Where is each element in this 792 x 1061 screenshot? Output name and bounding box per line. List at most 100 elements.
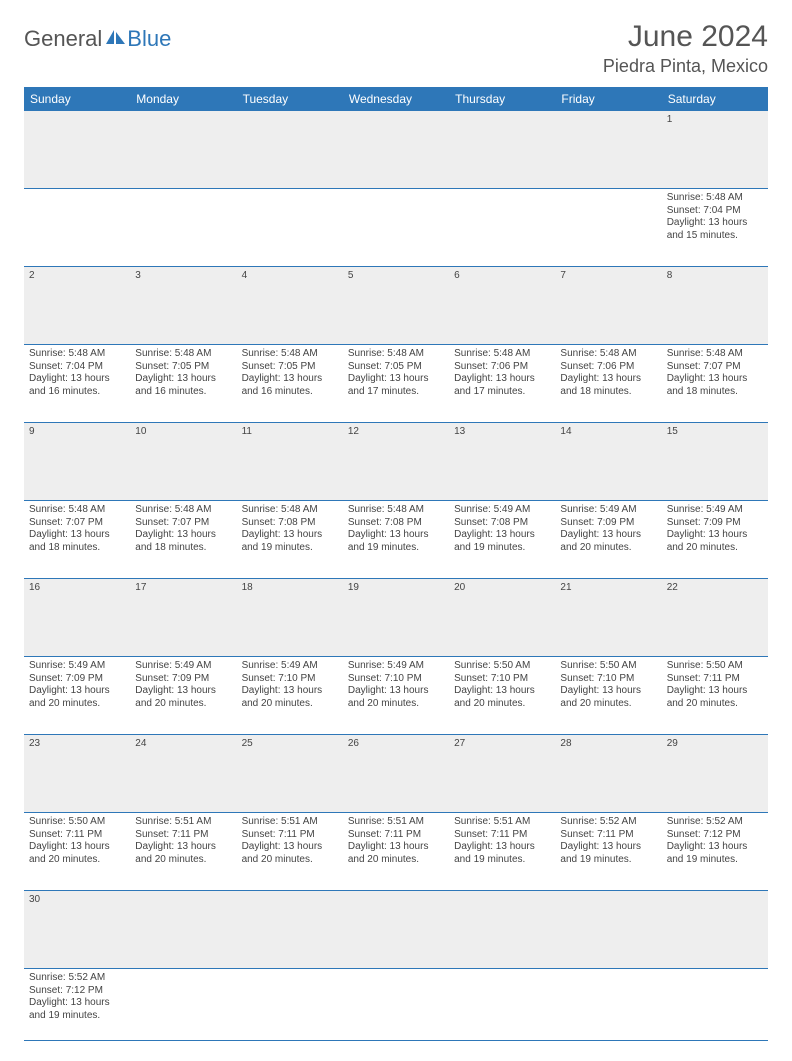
daylight-text-2: and 20 minutes. xyxy=(242,698,338,711)
day-cell: Sunrise: 5:52 AMSunset: 7:12 PMDaylight:… xyxy=(24,969,130,1041)
day-number-cell: 23 xyxy=(24,735,130,813)
brand-text-2: Blue xyxy=(127,26,171,52)
col-thursday: Thursday xyxy=(449,87,555,111)
daylight-text-2: and 19 minutes. xyxy=(454,854,550,867)
day-number-cell: 6 xyxy=(449,267,555,345)
daylight-text-1: Daylight: 13 hours xyxy=(242,373,338,386)
daylight-text-1: Daylight: 13 hours xyxy=(667,217,763,230)
day-cell: Sunrise: 5:50 AMSunset: 7:10 PMDaylight:… xyxy=(449,657,555,735)
day-cell xyxy=(237,189,343,267)
day-number-cell: 12 xyxy=(343,423,449,501)
brand-text-1: General xyxy=(24,26,102,52)
sunrise-text: Sunrise: 5:48 AM xyxy=(29,348,125,361)
sunrise-text: Sunrise: 5:51 AM xyxy=(242,816,338,829)
day-number-cell: 21 xyxy=(555,579,661,657)
day-cell xyxy=(449,189,555,267)
daylight-text-1: Daylight: 13 hours xyxy=(667,529,763,542)
sunrise-text: Sunrise: 5:48 AM xyxy=(29,504,125,517)
month-title: June 2024 xyxy=(603,20,768,54)
weekday-header-row: Sunday Monday Tuesday Wednesday Thursday… xyxy=(24,87,768,111)
col-monday: Monday xyxy=(130,87,236,111)
day-cell xyxy=(130,189,236,267)
daylight-text-1: Daylight: 13 hours xyxy=(29,529,125,542)
sunset-text: Sunset: 7:09 PM xyxy=(667,517,763,530)
day-number-cell xyxy=(130,891,236,969)
sunset-text: Sunset: 7:11 PM xyxy=(242,829,338,842)
day-number-cell: 24 xyxy=(130,735,236,813)
sunrise-text: Sunrise: 5:50 AM xyxy=(667,660,763,673)
daylight-text-2: and 20 minutes. xyxy=(667,698,763,711)
daylight-text-1: Daylight: 13 hours xyxy=(560,529,656,542)
daylight-text-1: Daylight: 13 hours xyxy=(29,685,125,698)
week-row: Sunrise: 5:50 AMSunset: 7:11 PMDaylight:… xyxy=(24,813,768,891)
day-number-cell: 26 xyxy=(343,735,449,813)
day-number-cell: 29 xyxy=(662,735,768,813)
day-number-cell: 11 xyxy=(237,423,343,501)
daylight-text-1: Daylight: 13 hours xyxy=(454,685,550,698)
sunset-text: Sunset: 7:11 PM xyxy=(454,829,550,842)
col-saturday: Saturday xyxy=(662,87,768,111)
day-cell: Sunrise: 5:48 AMSunset: 7:07 PMDaylight:… xyxy=(24,501,130,579)
sunset-text: Sunset: 7:05 PM xyxy=(135,361,231,374)
day-number-cell: 27 xyxy=(449,735,555,813)
daylight-text-1: Daylight: 13 hours xyxy=(454,841,550,854)
daylight-text-1: Daylight: 13 hours xyxy=(454,373,550,386)
week-row: Sunrise: 5:52 AMSunset: 7:12 PMDaylight:… xyxy=(24,969,768,1041)
col-sunday: Sunday xyxy=(24,87,130,111)
week-row: Sunrise: 5:48 AMSunset: 7:04 PMDaylight:… xyxy=(24,189,768,267)
day-cell: Sunrise: 5:51 AMSunset: 7:11 PMDaylight:… xyxy=(237,813,343,891)
day-cell xyxy=(24,189,130,267)
day-cell: Sunrise: 5:51 AMSunset: 7:11 PMDaylight:… xyxy=(449,813,555,891)
sunset-text: Sunset: 7:12 PM xyxy=(667,829,763,842)
daylight-text-1: Daylight: 13 hours xyxy=(560,841,656,854)
day-number-cell: 15 xyxy=(662,423,768,501)
sunrise-text: Sunrise: 5:48 AM xyxy=(454,348,550,361)
sunset-text: Sunset: 7:07 PM xyxy=(135,517,231,530)
sunset-text: Sunset: 7:07 PM xyxy=(29,517,125,530)
sunrise-text: Sunrise: 5:48 AM xyxy=(667,348,763,361)
daylight-text-1: Daylight: 13 hours xyxy=(29,997,125,1010)
day-number-cell: 30 xyxy=(24,891,130,969)
sunset-text: Sunset: 7:11 PM xyxy=(560,829,656,842)
sunrise-text: Sunrise: 5:49 AM xyxy=(29,660,125,673)
day-number-cell xyxy=(24,111,130,189)
brand-logo: General Blue xyxy=(24,26,171,52)
page-header: General Blue June 2024 Piedra Pinta, Mex… xyxy=(24,20,768,77)
daylight-text-2: and 18 minutes. xyxy=(29,542,125,555)
day-number-cell xyxy=(449,891,555,969)
day-number-cell: 7 xyxy=(555,267,661,345)
day-cell xyxy=(343,969,449,1041)
day-number-cell: 16 xyxy=(24,579,130,657)
daylight-text-2: and 20 minutes. xyxy=(29,698,125,711)
day-cell xyxy=(555,189,661,267)
sunrise-text: Sunrise: 5:48 AM xyxy=(135,348,231,361)
day-cell: Sunrise: 5:49 AMSunset: 7:09 PMDaylight:… xyxy=(555,501,661,579)
day-cell: Sunrise: 5:48 AMSunset: 7:06 PMDaylight:… xyxy=(555,345,661,423)
day-number-cell xyxy=(555,111,661,189)
sunset-text: Sunset: 7:06 PM xyxy=(454,361,550,374)
sunrise-text: Sunrise: 5:49 AM xyxy=(135,660,231,673)
daylight-text-1: Daylight: 13 hours xyxy=(667,841,763,854)
daynum-row: 23242526272829 xyxy=(24,735,768,813)
day-number-cell xyxy=(662,891,768,969)
daylight-text-1: Daylight: 13 hours xyxy=(135,529,231,542)
daylight-text-1: Daylight: 13 hours xyxy=(560,373,656,386)
sunrise-text: Sunrise: 5:50 AM xyxy=(29,816,125,829)
sunset-text: Sunset: 7:08 PM xyxy=(454,517,550,530)
week-row: Sunrise: 5:49 AMSunset: 7:09 PMDaylight:… xyxy=(24,657,768,735)
day-cell: Sunrise: 5:50 AMSunset: 7:11 PMDaylight:… xyxy=(662,657,768,735)
sunrise-text: Sunrise: 5:48 AM xyxy=(242,504,338,517)
day-number-cell xyxy=(449,111,555,189)
daylight-text-2: and 20 minutes. xyxy=(560,698,656,711)
day-number-cell xyxy=(343,111,449,189)
day-cell: Sunrise: 5:48 AMSunset: 7:05 PMDaylight:… xyxy=(130,345,236,423)
daylight-text-1: Daylight: 13 hours xyxy=(29,373,125,386)
daylight-text-2: and 16 minutes. xyxy=(135,386,231,399)
daylight-text-2: and 20 minutes. xyxy=(560,542,656,555)
title-block: June 2024 Piedra Pinta, Mexico xyxy=(603,20,768,77)
day-number-cell: 13 xyxy=(449,423,555,501)
sunset-text: Sunset: 7:07 PM xyxy=(667,361,763,374)
day-number-cell xyxy=(237,891,343,969)
sunrise-text: Sunrise: 5:51 AM xyxy=(454,816,550,829)
daylight-text-2: and 19 minutes. xyxy=(348,542,444,555)
